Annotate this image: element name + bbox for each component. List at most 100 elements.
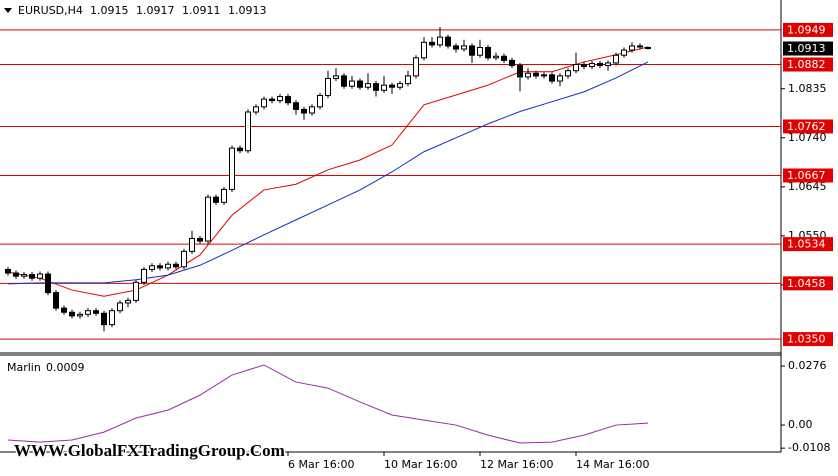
level-label: 1.0762 bbox=[787, 120, 826, 133]
candle-body bbox=[85, 310, 91, 315]
candle-body bbox=[93, 310, 99, 314]
candle-body bbox=[597, 62, 603, 67]
candle-body bbox=[277, 96, 283, 102]
candle-body bbox=[325, 77, 331, 96]
level-label-box bbox=[783, 276, 833, 291]
osc-tick-label: 0.0276 bbox=[788, 359, 827, 372]
candle-body bbox=[373, 83, 379, 91]
candle-body bbox=[445, 36, 451, 47]
candle-body bbox=[149, 265, 155, 270]
candle-body bbox=[21, 274, 27, 277]
candle-body bbox=[397, 83, 403, 88]
candle-body bbox=[221, 188, 227, 203]
candle-body bbox=[5, 268, 11, 274]
candle-body bbox=[525, 72, 531, 78]
candle-body bbox=[165, 263, 171, 269]
candle-body bbox=[389, 84, 395, 88]
y-tick-label: 1.0645 bbox=[788, 180, 827, 193]
candle-body bbox=[45, 273, 51, 294]
candle-body bbox=[125, 299, 131, 304]
candle-body bbox=[365, 83, 371, 88]
candle-body bbox=[429, 41, 435, 46]
candle-body bbox=[293, 102, 299, 110]
candle-body bbox=[509, 59, 515, 67]
candle-body bbox=[405, 75, 411, 85]
candle-body bbox=[245, 111, 251, 152]
candle-body bbox=[589, 62, 595, 68]
ohlc-close: 1.0913 bbox=[228, 4, 267, 17]
candle-body bbox=[61, 307, 67, 313]
ohlc-open: 1.0915 bbox=[90, 4, 129, 17]
candle-body bbox=[573, 64, 579, 72]
y-tick-label: 1.0740 bbox=[788, 131, 827, 144]
y-tick-label: 1.0835 bbox=[788, 82, 827, 95]
symbol: EURUSD,H4 bbox=[18, 4, 83, 17]
candle-body bbox=[29, 274, 35, 279]
candle-body bbox=[453, 45, 459, 50]
candle-body bbox=[613, 54, 619, 64]
candle-body bbox=[461, 45, 467, 50]
candle-body bbox=[477, 46, 483, 56]
candle-body bbox=[117, 302, 123, 312]
candle-body bbox=[261, 98, 267, 108]
x-tick-label: 14 Mar 16:00 bbox=[576, 458, 649, 471]
candle-body bbox=[285, 96, 291, 104]
candle-body bbox=[501, 55, 507, 61]
candle-body bbox=[269, 98, 275, 102]
candle-body bbox=[133, 281, 139, 301]
candle-body bbox=[517, 65, 523, 78]
candle-body bbox=[549, 74, 555, 82]
level-label-box bbox=[783, 168, 833, 183]
moving-average bbox=[7, 46, 649, 297]
level-label-box bbox=[783, 119, 833, 134]
candle-body bbox=[413, 57, 419, 77]
candle-body bbox=[53, 292, 59, 309]
candle-body bbox=[581, 64, 587, 68]
level-label: 1.0350 bbox=[787, 333, 826, 346]
candle-body bbox=[37, 273, 43, 279]
candle-body bbox=[13, 272, 19, 277]
candle-body bbox=[253, 106, 259, 113]
level-label: 1.0458 bbox=[787, 277, 826, 290]
candle-body bbox=[205, 196, 211, 242]
candle-body bbox=[437, 36, 443, 46]
oscillator-value: 0.0009 bbox=[46, 361, 85, 374]
osc-tick-label: -0.0108 bbox=[788, 441, 830, 454]
candle-body bbox=[533, 72, 539, 77]
candle-body bbox=[301, 108, 307, 114]
candle-body bbox=[333, 75, 339, 79]
candle-body bbox=[485, 46, 491, 59]
candle-body bbox=[237, 147, 243, 152]
watermark: WWW.GlobalFXTradingGroup.Com bbox=[14, 441, 285, 460]
current-price-box bbox=[783, 41, 833, 56]
menu-icon[interactable] bbox=[4, 8, 12, 13]
candle-body bbox=[229, 147, 235, 190]
candle-body bbox=[69, 311, 75, 317]
candle-body bbox=[381, 84, 387, 91]
candle-body bbox=[629, 45, 635, 51]
candle-body bbox=[421, 41, 427, 59]
level-label-box bbox=[783, 57, 833, 72]
candle-body bbox=[557, 75, 563, 82]
level-label-box bbox=[783, 22, 833, 37]
candle-body bbox=[309, 106, 315, 114]
level-label: 1.0882 bbox=[787, 58, 826, 71]
candle-body bbox=[621, 49, 627, 56]
level-label: 1.0667 bbox=[787, 169, 826, 182]
candle-body bbox=[541, 74, 547, 77]
level-label: 1.0949 bbox=[787, 23, 826, 36]
ohlc-low: 1.0911 bbox=[182, 4, 221, 17]
oscillator-line bbox=[7, 364, 649, 444]
candle-body bbox=[493, 55, 499, 59]
candle-body bbox=[565, 70, 571, 77]
candle-body bbox=[189, 237, 195, 252]
candle-body bbox=[469, 45, 475, 56]
candle-body bbox=[357, 80, 363, 88]
oscillator-name: Marlin bbox=[7, 361, 41, 374]
candle-body bbox=[645, 46, 651, 50]
candle-body bbox=[109, 310, 115, 326]
level-label-box bbox=[783, 237, 833, 252]
candle-body bbox=[77, 313, 83, 317]
